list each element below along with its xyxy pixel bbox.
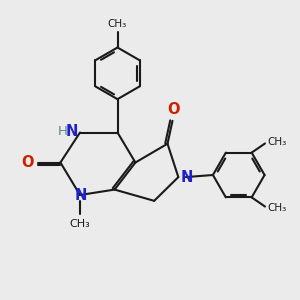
Text: N: N [75, 188, 87, 202]
Text: CH₃: CH₃ [108, 19, 127, 29]
Text: CH₃: CH₃ [268, 203, 287, 213]
Text: O: O [167, 103, 180, 118]
Text: H: H [58, 125, 68, 138]
Text: N: N [181, 169, 193, 184]
Text: O: O [22, 155, 34, 170]
Text: N: N [65, 124, 78, 139]
Text: CH₃: CH₃ [70, 219, 90, 229]
Text: CH₃: CH₃ [268, 137, 287, 147]
